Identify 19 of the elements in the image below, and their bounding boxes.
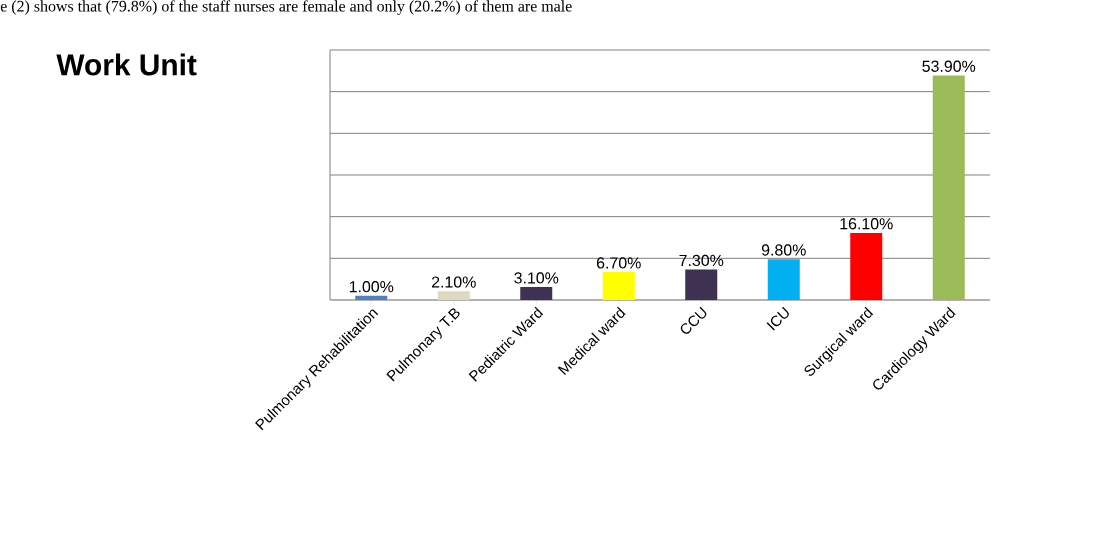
- x-tick-label: ICU: [766, 306, 789, 331]
- data-label: 2.10%: [431, 276, 476, 288]
- bar: [850, 232, 883, 300]
- data-label: 6.70%: [596, 257, 641, 269]
- data-label: 16.10%: [840, 218, 893, 230]
- data-label: 9.80%: [761, 244, 806, 256]
- text: e (2) shows that (79.8%) of the staff nurses are female and only (20.2%) of them are male: [0, 0, 572, 15]
- data-label: 3.10%: [514, 272, 559, 284]
- bar: [767, 259, 800, 300]
- bar: [932, 75, 965, 300]
- data-label: 53.90%: [922, 60, 976, 72]
- bar: [520, 287, 553, 300]
- bar: [437, 291, 470, 300]
- chart-title: Work Unit: [56, 53, 197, 76]
- bar: [602, 272, 635, 300]
- bar: [355, 295, 388, 300]
- data-label: 1.00%: [349, 281, 394, 293]
- data-label: 7.30%: [679, 254, 724, 267]
- bar: [685, 269, 718, 300]
